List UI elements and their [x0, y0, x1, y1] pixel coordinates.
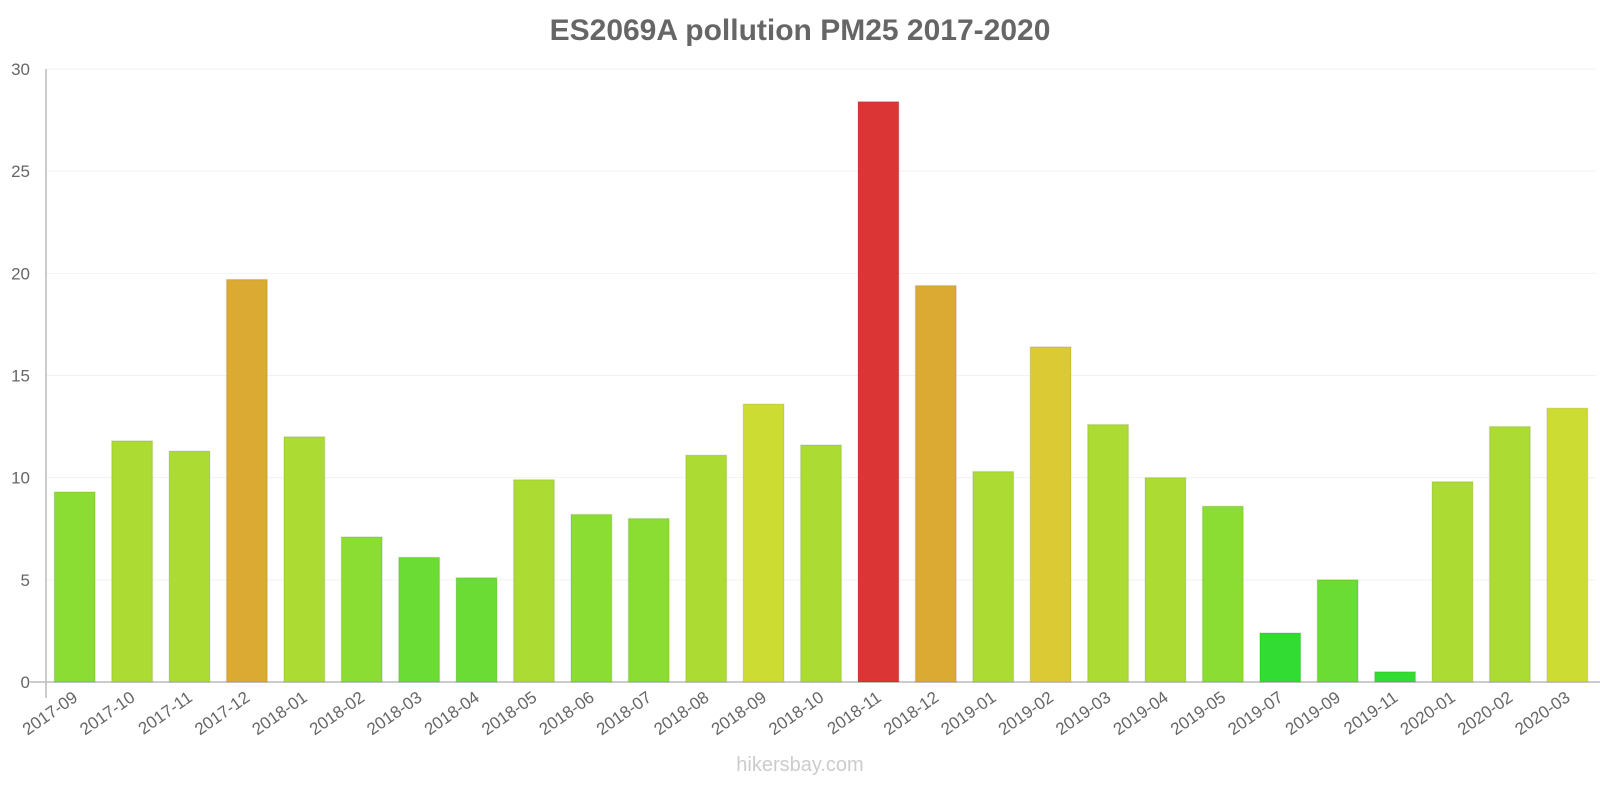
x-tick-label: 2019-09: [1282, 688, 1344, 739]
x-tick-label: 2020-01: [1397, 688, 1459, 739]
x-tick-label: 2019-11: [1340, 688, 1401, 739]
x-tick-label: 2019-07: [1225, 688, 1287, 739]
x-tick-label: 2017-10: [76, 688, 138, 739]
x-tick-label: 2019-01: [938, 688, 1000, 739]
bar: [1144, 476, 1187, 683]
bar: [1316, 579, 1359, 683]
x-tick-label: 2017-09: [19, 688, 81, 739]
bar: [398, 556, 441, 683]
bar: [857, 100, 900, 683]
bar: [1373, 671, 1417, 683]
x-tick-label: 2019-03: [1052, 688, 1114, 739]
y-tick-label: 10: [11, 469, 30, 488]
bar: [685, 454, 728, 683]
bar: [1431, 481, 1474, 683]
watermark: hikersbay.com: [736, 754, 864, 776]
x-tick-label: 2018-11: [824, 688, 885, 739]
bar: [1488, 425, 1532, 683]
y-tick-label: 20: [11, 264, 30, 283]
bar: [742, 403, 785, 683]
y-tick-label: 15: [11, 367, 30, 386]
x-tick-label: 2017-11: [135, 688, 196, 739]
y-tick-label: 30: [11, 60, 30, 79]
bar: [225, 278, 269, 683]
bar: [627, 517, 670, 683]
bar: [1201, 505, 1244, 683]
bar: [1086, 423, 1130, 683]
x-tick-label: 2017-12: [191, 688, 253, 739]
x-tick-label: 2018-02: [306, 688, 368, 739]
x-tick-label: 2018-08: [650, 688, 712, 739]
bar: [1259, 632, 1302, 683]
bar: [53, 491, 96, 683]
bar: [972, 470, 1015, 683]
x-tick-label: 2019-04: [1110, 688, 1172, 739]
x-tick-label: 2018-10: [765, 688, 827, 739]
x-tick-label: 2019-05: [1167, 688, 1229, 739]
x-tick-label: 2018-04: [421, 688, 483, 739]
bar: [570, 513, 613, 683]
bar: [455, 577, 498, 683]
bar: [283, 436, 326, 683]
bar: [340, 536, 383, 683]
x-tick-label: 2018-03: [363, 688, 425, 739]
y-tick-label: 0: [21, 673, 30, 692]
x-tick-label: 2019-02: [995, 688, 1057, 739]
y-tick-label: 5: [21, 571, 30, 590]
chart-title: ES2069A pollution PM25 2017-2020: [549, 14, 1051, 47]
x-tick-label: 2018-07: [593, 688, 655, 739]
bar: [914, 284, 957, 683]
bar: [1546, 407, 1589, 683]
bar: [168, 450, 211, 683]
x-tick-label: 2020-02: [1454, 688, 1516, 739]
bar: [512, 478, 556, 683]
bar: [110, 440, 154, 683]
x-tick-label: 2018-06: [536, 688, 598, 739]
x-tick-label: 2018-09: [708, 688, 770, 739]
x-tick-label: 2018-05: [478, 688, 540, 739]
x-tick-label: 2018-12: [880, 688, 942, 739]
y-tick-label: 25: [11, 162, 30, 181]
x-tick-label: 2020-03: [1512, 688, 1574, 739]
bar: [1029, 346, 1072, 683]
bar: [799, 444, 843, 683]
x-tick-label: 2018-01: [249, 688, 311, 739]
